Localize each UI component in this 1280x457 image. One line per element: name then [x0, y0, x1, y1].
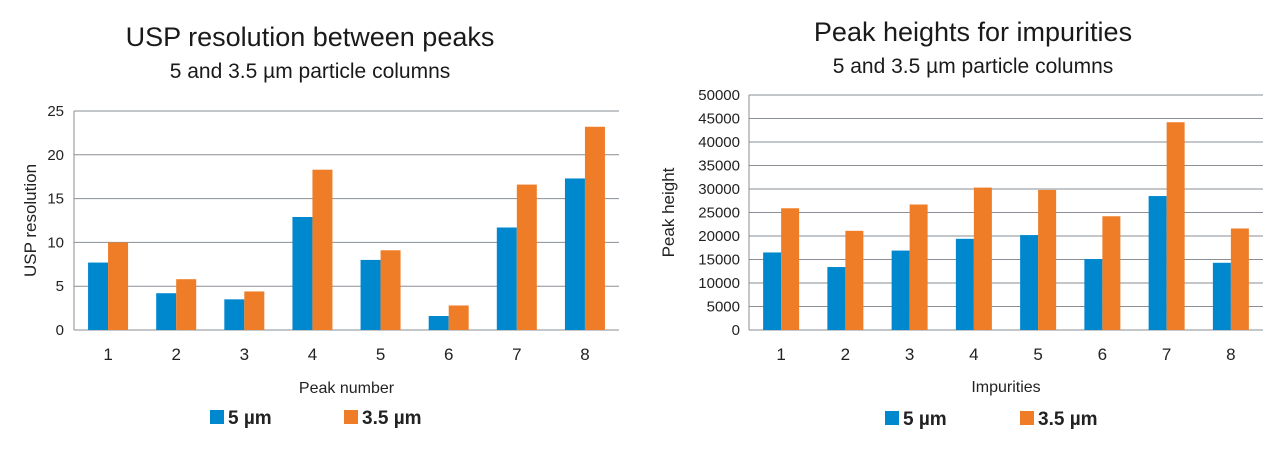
bar-5um-7 [496, 227, 517, 330]
x-tick-label: 2 [171, 345, 180, 364]
legend: 5 µm 3.5 µm [885, 409, 1098, 430]
x-tick-label: 4 [969, 345, 978, 364]
bar-3-5um-8 [1230, 228, 1249, 330]
chart-subtitle: 5 and 3.5 µm particle columns [170, 60, 451, 83]
legend-label-3-5um: 3.5 µm [362, 408, 422, 429]
y-tick-label: 30000 [698, 181, 740, 198]
bar-5um-2 [827, 267, 846, 330]
bar-5um-1 [763, 252, 782, 330]
y-axis-label: Peak height [659, 167, 678, 257]
y-tick-label: 5000 [707, 299, 740, 316]
bar-3-5um-7 [516, 184, 537, 330]
chart-title: Peak heights for impurities [814, 17, 1132, 47]
bar-5um-1 [88, 262, 109, 330]
y-tick-label: 35000 [698, 158, 740, 175]
y-tick-label: 20 [47, 147, 64, 164]
x-tick-label: 1 [776, 345, 785, 364]
bar-5um-6 [428, 315, 449, 330]
bar-5um-2 [156, 293, 177, 330]
y-tick-label: 25 [47, 103, 64, 120]
x-tick-label: 5 [376, 345, 385, 364]
chart-2: Peak heights for impurities 5 and 3.5 µm … [659, 17, 1263, 430]
x-tick-label: 8 [580, 345, 589, 364]
bar-3-5um-5 [380, 250, 401, 330]
bar-5um-4 [955, 238, 974, 330]
bar-5um-7 [1148, 196, 1167, 330]
y-axis-label: USP resolution [21, 164, 40, 277]
x-tick-label: 2 [841, 345, 850, 364]
x-axis-label: Impurities [971, 379, 1040, 396]
x-tick-label: 6 [1098, 345, 1107, 364]
bar-5um-3 [891, 250, 910, 330]
chart-subtitle: 5 and 3.5 µm particle columns [833, 55, 1114, 78]
y-tick-label: 20000 [698, 228, 740, 245]
x-tick-label: 6 [444, 345, 453, 364]
bar-3-5um-3 [909, 204, 928, 330]
bar-3-5um-2 [845, 230, 864, 330]
legend: 5 µm 3.5 µm [210, 408, 422, 429]
x-tick-label: 4 [308, 345, 317, 364]
legend-swatch-5um [210, 410, 224, 424]
legend-label-3-5um: 3.5 µm [1038, 409, 1098, 430]
x-tick-label: 7 [1162, 345, 1171, 364]
y-tick-label: 15 [47, 191, 64, 208]
bar-3-5um-4 [312, 169, 333, 330]
y-tick-label: 10000 [698, 275, 740, 292]
legend-label-5um: 5 µm [903, 409, 947, 430]
bar-3-5um-2 [176, 279, 197, 330]
bar-5um-8 [1212, 262, 1231, 330]
x-tick-label: 1 [103, 345, 112, 364]
bar-3-5um-1 [781, 208, 800, 330]
x-tick-label: 5 [1033, 345, 1042, 364]
legend-swatch-3-5um [1020, 411, 1034, 425]
chart-1: USP resolution between peaks 5 and 3.5 µm… [21, 22, 619, 429]
bar-3-5um-3 [244, 291, 265, 330]
y-tick-label: 50000 [698, 87, 740, 104]
chart-title: USP resolution between peaks [126, 22, 495, 52]
y-tick-label: 0 [56, 322, 64, 339]
bar-5um-4 [292, 216, 313, 330]
bar-3-5um-8 [584, 126, 605, 330]
bar-3-5um-6 [448, 305, 469, 330]
bar-3-5um-6 [1102, 216, 1121, 330]
x-tick-label: 3 [240, 345, 249, 364]
bar-5um-3 [224, 299, 245, 330]
y-tick-label: 15000 [698, 252, 740, 269]
bar-5um-8 [564, 178, 585, 330]
bar-3-5um-4 [973, 187, 992, 330]
bar-5um-6 [1084, 259, 1103, 330]
bar-3-5um-1 [108, 242, 129, 330]
x-axis-label: Peak number [299, 380, 395, 397]
legend-swatch-3-5um [344, 410, 358, 424]
bar-5um-5 [1020, 235, 1039, 330]
bar-3-5um-7 [1166, 122, 1185, 330]
legend-swatch-5um [885, 411, 899, 425]
x-tick-label: 8 [1226, 345, 1235, 364]
y-tick-label: 40000 [698, 134, 740, 151]
legend-label-5um: 5 µm [228, 408, 272, 429]
y-tick-label: 45000 [698, 111, 740, 128]
x-tick-label: 3 [905, 345, 914, 364]
y-tick-label: 5 [56, 278, 64, 295]
bar-5um-5 [360, 259, 381, 330]
bar-3-5um-5 [1038, 189, 1057, 330]
y-tick-label: 25000 [698, 205, 740, 222]
x-tick-label: 7 [512, 345, 521, 364]
y-tick-label: 0 [732, 322, 740, 339]
y-tick-label: 10 [47, 234, 64, 251]
